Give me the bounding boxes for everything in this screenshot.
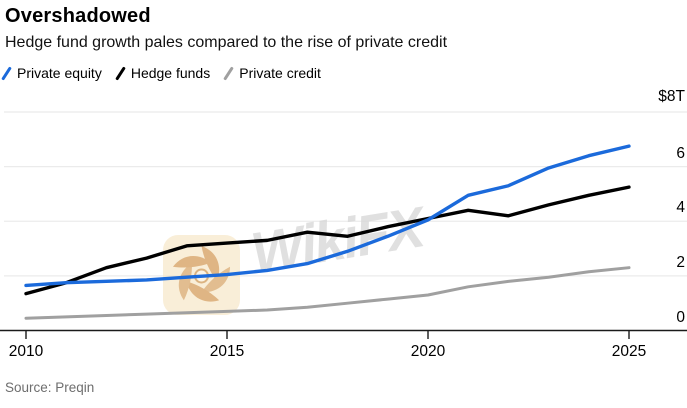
watermark-petal [172,256,212,268]
x-tick-label: 2015 [209,343,245,360]
watermark-petal [178,262,192,301]
legend-label: Private credit [239,65,321,81]
x-tick-label: 2025 [611,343,647,360]
legend-slash-icon [223,65,235,81]
y-tick-label: 0 [676,308,685,326]
y-tick-label: 6 [676,144,685,162]
x-tick-label: 2010 [8,343,44,360]
watermark-petal [201,246,220,281]
y-axis-unit-label: $8T [658,88,685,105]
legend-item-private-equity: Private equity [1,65,102,81]
legend-label: Hedge funds [130,65,211,81]
source-note: Source: Preqin [5,380,95,395]
series-line-hedge-funds [24,185,631,296]
legend-label: Private equity [17,65,102,81]
y-tick-label: 4 [676,199,685,217]
x-tick-label: 2020 [410,343,446,360]
legend-item-hedge-funds: Hedge funds [114,65,211,81]
watermark-petal [186,281,220,302]
series-line-private-credit [24,266,631,320]
y-tick-label: 2 [676,253,685,271]
chart-title: Overshadowed [5,5,151,27]
series-line-private-equity [24,144,631,288]
legend-item-private-credit: Private credit [223,65,321,81]
legend-slash-icon [114,65,126,81]
chart-legend: Private equity Hedge funds Private credit [1,65,321,81]
chart-subtitle: Hedge fund growth pales compared to the … [5,34,448,51]
